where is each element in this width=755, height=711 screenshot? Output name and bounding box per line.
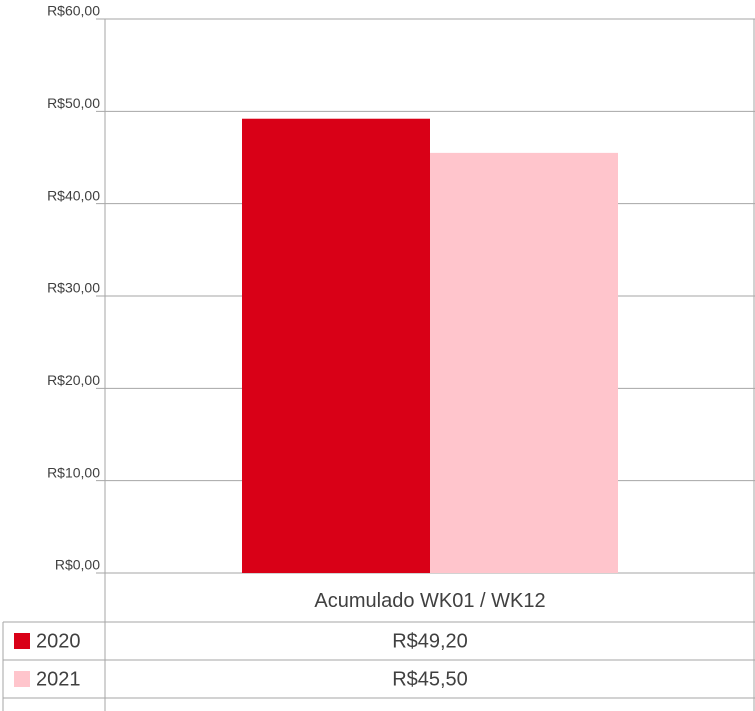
y-tick-label: R$10,00 (47, 464, 100, 480)
legend-label: 2020 (36, 630, 81, 652)
legend-key (14, 671, 30, 687)
y-tick-label: R$0,00 (55, 557, 100, 573)
y-tick-label: R$60,00 (47, 3, 100, 19)
y-tick-label: R$30,00 (47, 280, 100, 296)
x-tick-label: Acumulado WK01 / WK12 (314, 590, 545, 612)
bar (242, 118, 430, 573)
table-value: R$45,50 (392, 668, 468, 690)
y-tick-label: R$20,00 (47, 372, 100, 388)
y-tick-label: R$40,00 (47, 187, 100, 203)
table-value: R$49,20 (392, 630, 468, 652)
bar (430, 152, 618, 573)
legend-label: 2021 (36, 668, 81, 690)
legend-key (14, 633, 30, 649)
y-tick-label: R$50,00 (47, 95, 100, 111)
